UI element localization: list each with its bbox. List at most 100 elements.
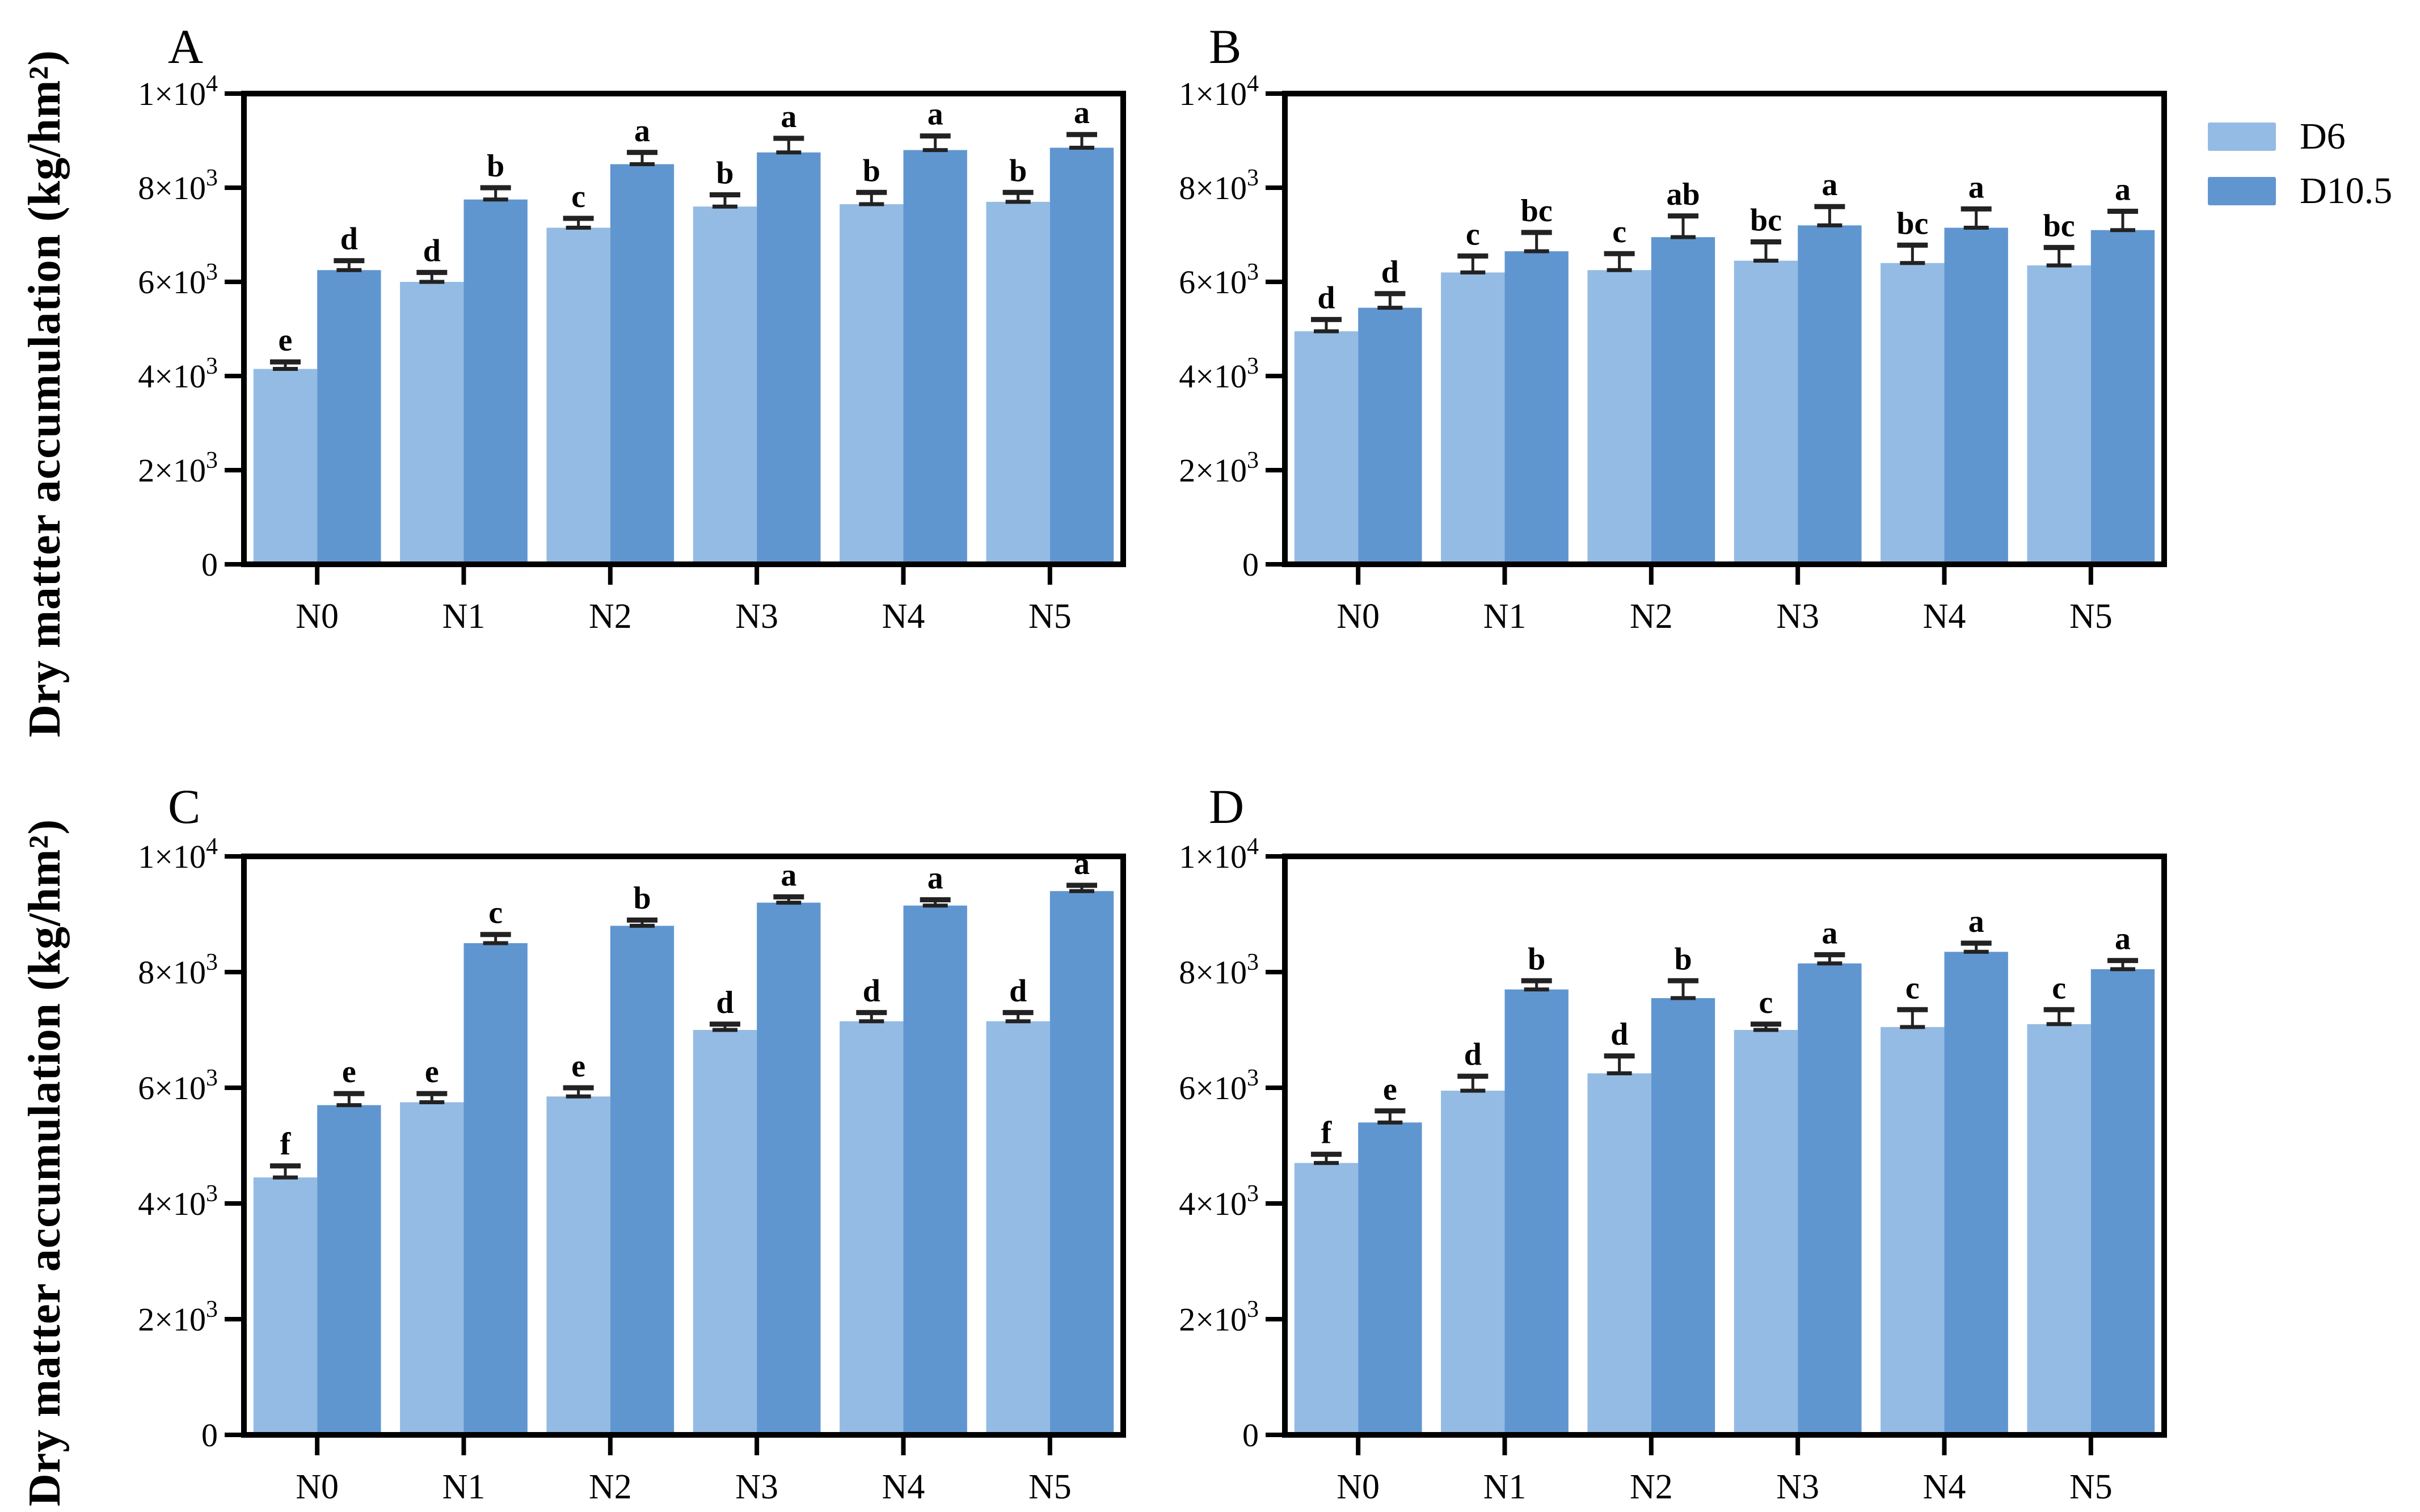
y-tick-label: 0 xyxy=(1242,546,1259,583)
bar-D6-N3 xyxy=(693,1030,757,1435)
bar-D10.5-N2 xyxy=(1651,998,1715,1435)
x-tick-label: N4 xyxy=(882,597,925,636)
legend-label-d10-5: D10.5 xyxy=(2300,170,2393,212)
sig-letter: b xyxy=(1009,153,1027,188)
sig-letter: b xyxy=(633,881,651,916)
plot-border xyxy=(241,91,1126,567)
y-tick-label: 8×103 xyxy=(138,165,218,206)
bar-D6-N1 xyxy=(1441,272,1505,564)
sig-letter: c xyxy=(2052,970,2066,1006)
sig-letter: d xyxy=(1610,1017,1628,1052)
y-tick-label: 6×103 xyxy=(1179,1065,1259,1106)
x-tick-label: N3 xyxy=(1776,597,1819,636)
bar-D6-N2 xyxy=(546,227,610,564)
panel-letter: A xyxy=(168,19,203,74)
sig-letter: a xyxy=(781,99,796,134)
y-tick-label: 4×103 xyxy=(138,353,218,395)
bar-D6-N0 xyxy=(253,369,318,564)
sig-letter: d xyxy=(423,233,441,268)
bar-D10.5-N4 xyxy=(1944,227,2008,564)
sig-letter: b xyxy=(1528,941,1545,977)
y-tick-label: 8×103 xyxy=(1179,165,1259,206)
sig-letter: a xyxy=(1968,170,1984,205)
bar-D6-N5 xyxy=(2027,265,2091,564)
panel-A-chart: A 0 2×103 4×103 6×103 8×103 1×104 N0 e d N1 d b N2 c a N… xyxy=(138,19,1126,636)
x-tick-label: N1 xyxy=(442,597,486,636)
x-tick-label: N4 xyxy=(882,1468,925,1506)
y-tick-label: 2×103 xyxy=(1179,447,1259,489)
sig-letter: d xyxy=(1464,1037,1482,1072)
sig-letter: e xyxy=(425,1054,439,1089)
sig-letter: d xyxy=(1317,280,1335,315)
panel-letter: D xyxy=(1209,779,1244,834)
bar-D10.5-N4 xyxy=(903,905,967,1435)
y-tick-label: 4×103 xyxy=(138,1181,218,1222)
x-tick-label: N1 xyxy=(1483,597,1527,636)
sig-letter: a xyxy=(1822,167,1837,202)
plot-border xyxy=(1282,854,2167,1438)
bar-D10.5-N5 xyxy=(2090,969,2155,1435)
bar-D10.5-N1 xyxy=(1504,989,1569,1435)
x-tick-label: N4 xyxy=(1923,597,1966,636)
bar-D10.5-N0 xyxy=(1358,1122,1422,1435)
legend-label-d6: D6 xyxy=(2300,116,2346,157)
sig-letter: d xyxy=(716,985,733,1020)
bar-D10.5-N1 xyxy=(463,199,528,564)
x-tick-label: N3 xyxy=(1776,1468,1819,1506)
sig-letter: c xyxy=(571,179,585,214)
y-tick-label: 2×103 xyxy=(1179,1296,1259,1338)
bar-D6-N3 xyxy=(1734,260,1798,564)
panel-C-chart: C 0 2×103 4×103 6×103 8×103 1×104 N0 f e N1 e c N2 e b N… xyxy=(138,779,1126,1506)
x-tick-label: N0 xyxy=(1337,1468,1380,1506)
bar-D10.5-N1 xyxy=(1504,251,1569,564)
bar-D10.5-N4 xyxy=(1944,952,2008,1435)
sig-letter: f xyxy=(1321,1115,1333,1150)
sig-letter: a xyxy=(2115,922,2131,957)
sig-letter: d xyxy=(1381,255,1399,290)
sig-letter: d xyxy=(863,973,880,1008)
bar-D10.5-N3 xyxy=(757,902,821,1435)
y-tick-label: 0 xyxy=(1242,1417,1259,1454)
sig-letter: a xyxy=(1074,846,1090,881)
x-tick-label: N0 xyxy=(1337,597,1380,636)
bar-D6-N5 xyxy=(986,201,1050,564)
x-tick-label: N0 xyxy=(296,1468,339,1506)
sig-letter: c xyxy=(1905,970,1920,1006)
bar-D6-N1 xyxy=(1441,1091,1505,1435)
panel-letter: B xyxy=(1209,19,1241,74)
sig-letter: a xyxy=(2115,172,2131,208)
bar-D10.5-N2 xyxy=(610,926,674,1435)
y-tick-label: 2×103 xyxy=(138,447,218,489)
bar-D10.5-N0 xyxy=(317,1105,381,1435)
bar-D6-N1 xyxy=(400,1102,464,1435)
y-tick-label: 8×103 xyxy=(138,949,218,991)
bar-D10.5-N5 xyxy=(1049,891,1114,1435)
x-tick-label: N1 xyxy=(442,1468,486,1506)
bar-D10.5-N0 xyxy=(317,270,381,564)
legend-swatch-d10-5-icon xyxy=(2208,177,2276,205)
sig-letter: e xyxy=(279,323,293,358)
sig-letter: a xyxy=(1822,915,1837,951)
x-tick-label: N2 xyxy=(1630,597,1673,636)
bar-D6-N0 xyxy=(253,1177,318,1435)
sig-letter: e xyxy=(571,1049,585,1084)
bar-D6-N2 xyxy=(546,1096,610,1435)
panel-B-chart: B 0 2×103 4×103 6×103 8×103 1×104 N0 d d N1 c bc N2 c a… xyxy=(1179,19,2167,636)
sig-letter: bc xyxy=(1750,202,1782,238)
sig-letter: c xyxy=(488,896,503,931)
x-tick-label: N5 xyxy=(2069,597,2113,636)
sig-letter: b xyxy=(716,155,733,191)
sig-letter: b xyxy=(487,149,504,184)
plot-border xyxy=(1282,91,2167,567)
sig-letter: b xyxy=(863,153,880,188)
legend-item-d6: D6 xyxy=(2208,118,2392,155)
y-tick-label: 8×103 xyxy=(1179,949,1259,991)
bar-D10.5-N5 xyxy=(2090,230,2155,564)
sig-letter: d xyxy=(340,222,358,257)
panel-D-chart: D 0 2×103 4×103 6×103 8×103 1×104 N0 f e N1 d b N2 d b N… xyxy=(1179,779,2167,1506)
sig-letter: a xyxy=(781,858,796,893)
bar-D6-N0 xyxy=(1294,331,1359,564)
y-tick-label: 1×104 xyxy=(138,71,218,112)
y-tick-label: 1×104 xyxy=(138,834,218,875)
